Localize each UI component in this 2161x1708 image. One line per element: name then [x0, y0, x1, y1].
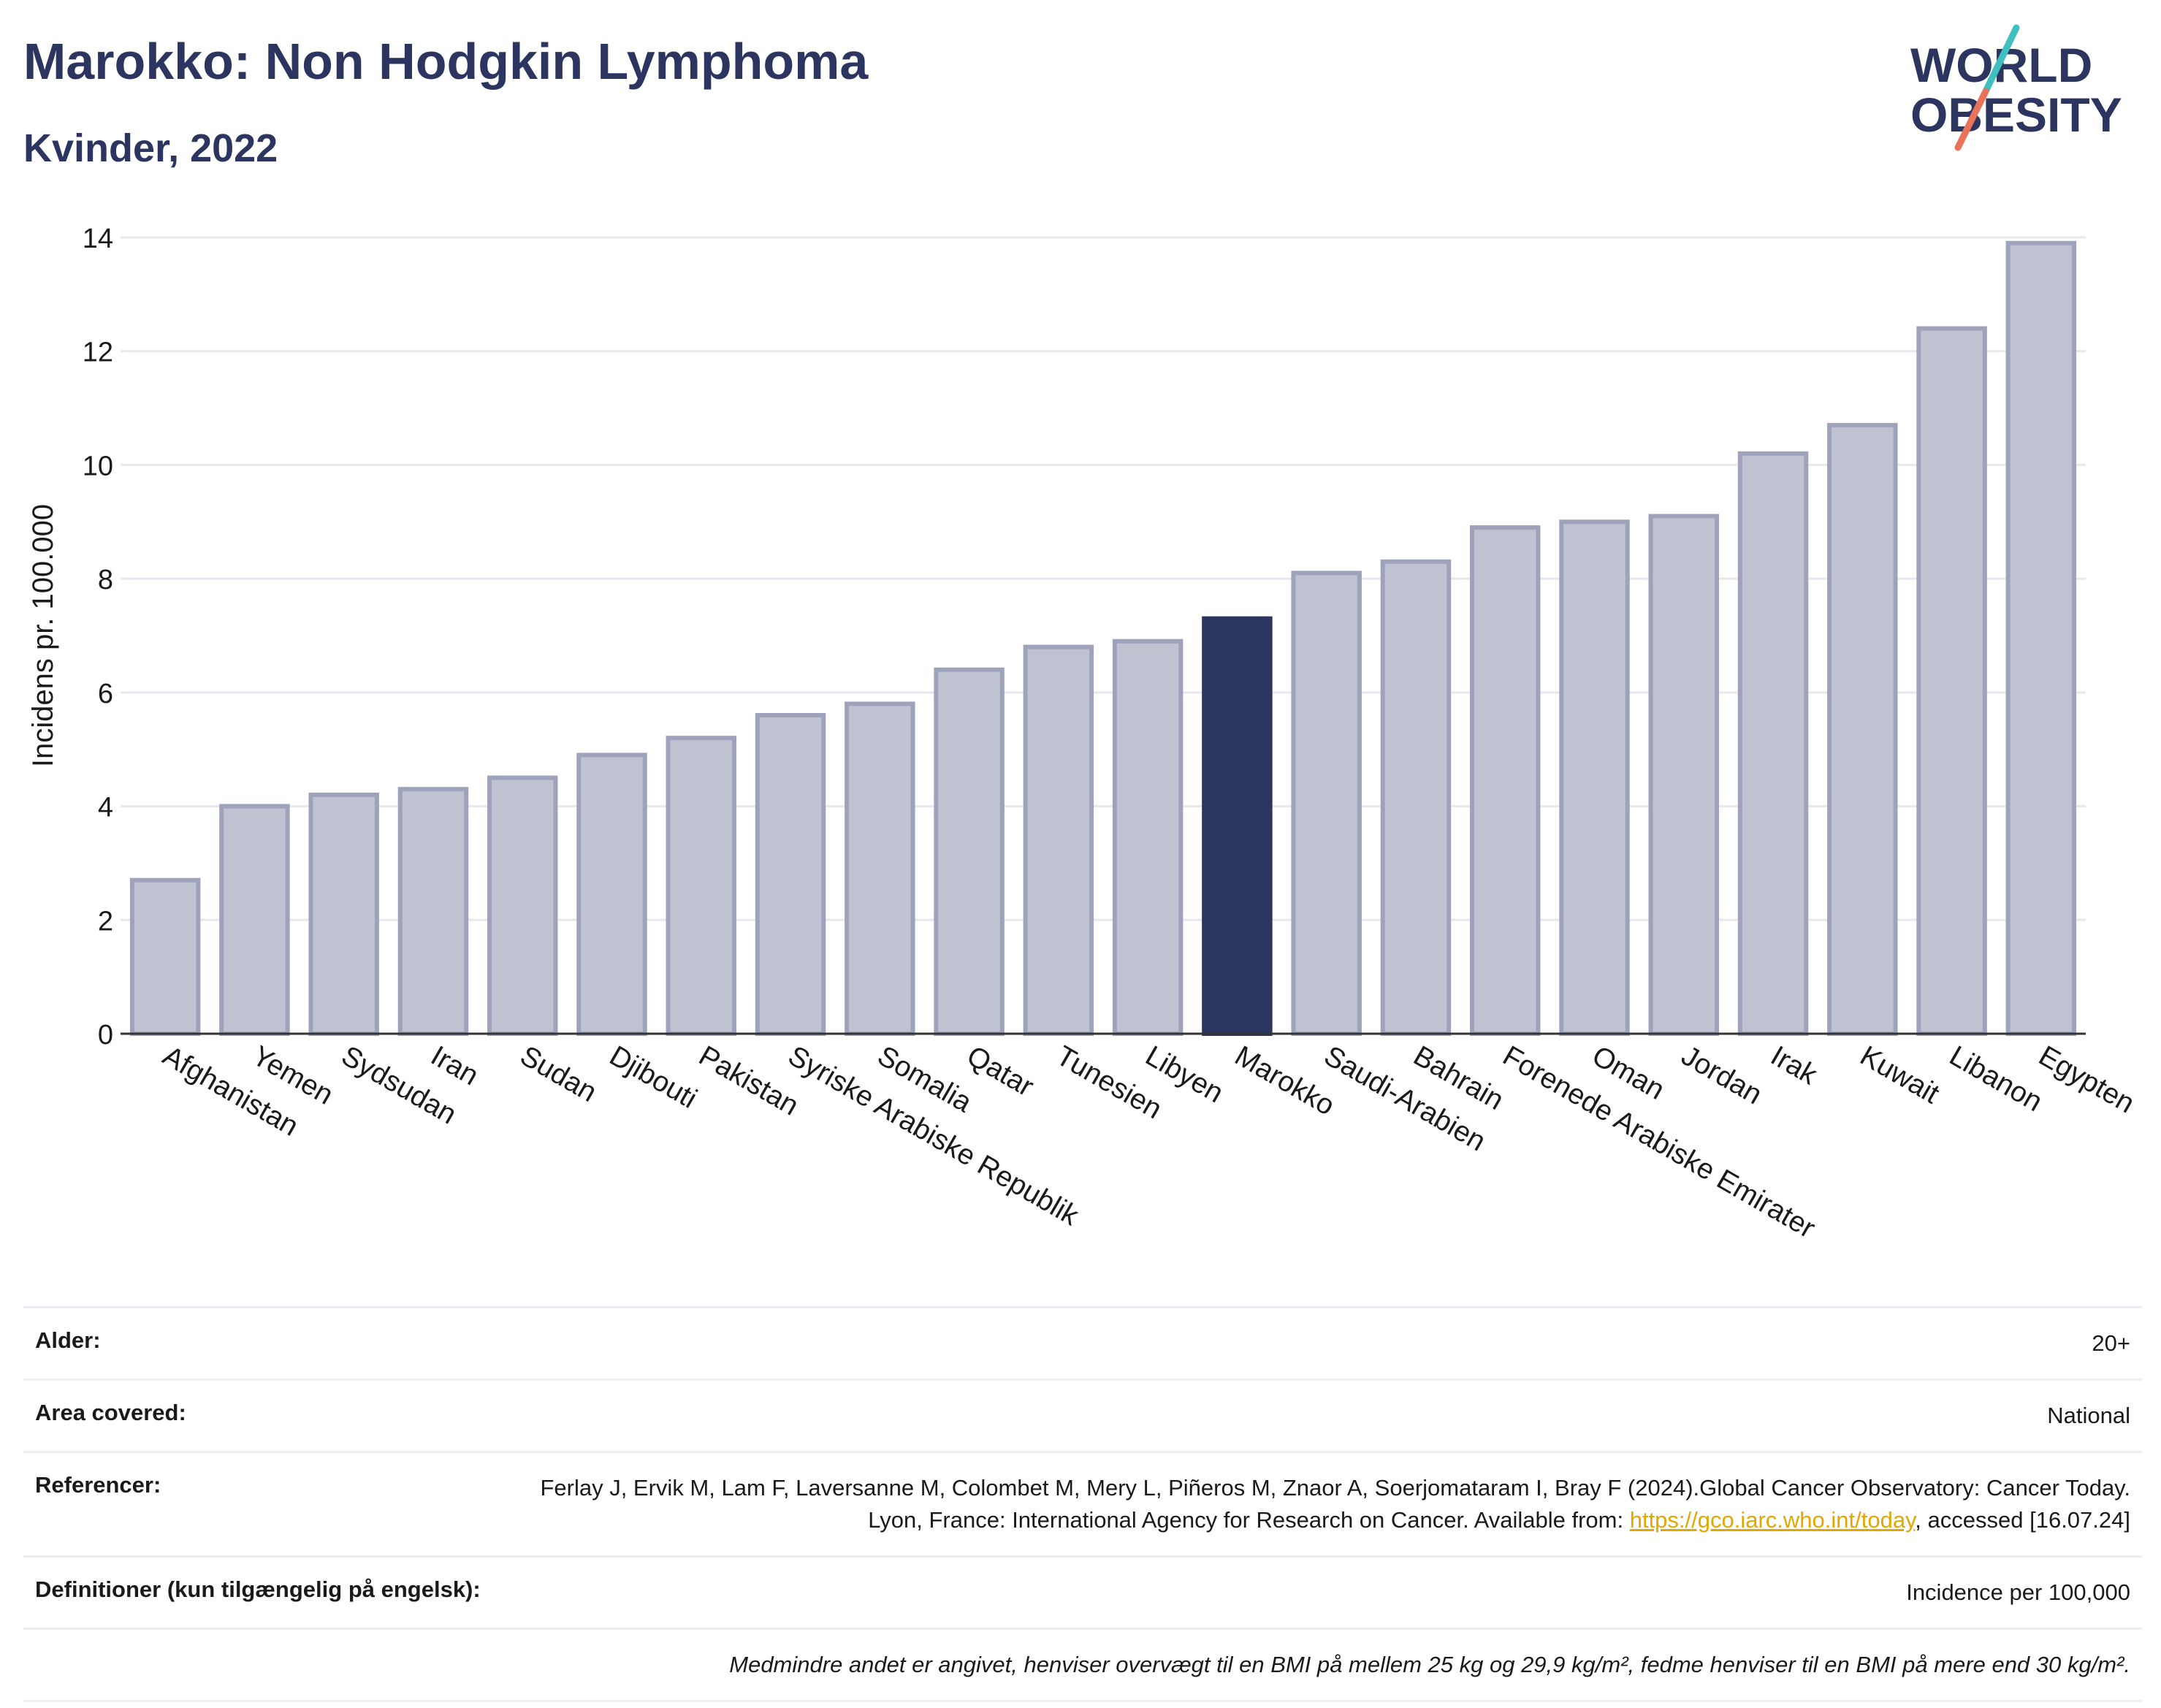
bar-somalia	[845, 701, 915, 1037]
bar-saudi-arabien	[1291, 571, 1362, 1036]
bar-tunesien	[1023, 644, 1094, 1036]
references-link[interactable]: https://gco.iarc.who.int/today	[1629, 1507, 1916, 1533]
bar-bahrain	[1380, 559, 1452, 1036]
x-tick-label: Libanon	[1944, 1040, 2048, 1118]
definitions-value: Incidence per 100,000	[1906, 1579, 2130, 1605]
logo-slash-coral	[1954, 88, 1989, 151]
references-text: Ferlay J, Ervik M, Lam F, Laversanne M, …	[540, 1475, 2130, 1533]
y-axis-label: Incidens pr. 100.000	[27, 504, 59, 767]
age-value: 20+	[2092, 1330, 2130, 1356]
y-axis-ticks: 0 2 4 6 8 10 12 14	[83, 224, 113, 1051]
bar-syriske-arabiske-republik	[755, 713, 826, 1036]
bar-djibouti	[576, 752, 647, 1036]
y-tick-label: 12	[83, 338, 113, 368]
bar-forenede-arabiske-emirater	[1469, 525, 1541, 1037]
info-row-age: Alder: 20+	[23, 1306, 2142, 1379]
x-tick-label: Iran	[425, 1040, 484, 1092]
bar-yemen	[219, 804, 290, 1036]
y-tick-label: 8	[98, 565, 113, 595]
bar-marokko	[1202, 616, 1273, 1036]
bar-iran	[397, 787, 469, 1036]
logo-slash-teal	[1982, 24, 2020, 95]
x-tick-label: Egypten	[2033, 1040, 2139, 1120]
info-row-note: Medmindre andet er angivet, henviser ove…	[23, 1628, 2142, 1702]
references-tail: , accessed [16.07.24]	[1915, 1507, 2130, 1533]
chart-subtitle: Kvinder, 2022	[23, 126, 278, 170]
bar-libyen	[1112, 638, 1184, 1036]
bar-egypten	[2005, 240, 2077, 1036]
bar-pakistan	[666, 736, 737, 1037]
x-tick-label: Kuwait	[1855, 1040, 1945, 1110]
logo-line2: OBESITY	[1910, 88, 2122, 142]
info-row-area: Area covered: National	[23, 1379, 2142, 1451]
info-table: Alder: 20+ Area covered: National Refere…	[23, 1306, 2142, 1702]
x-tick-label: Sudan	[515, 1040, 602, 1109]
bar-irak	[1737, 451, 1809, 1037]
y-tick-label: 2	[98, 906, 113, 937]
chart-title: Marokko: Non Hodgkin Lymphoma	[23, 33, 869, 90]
bmi-note: Medmindre andet er angivet, henviser ove…	[729, 1652, 2130, 1677]
age-label: Alder:	[35, 1327, 101, 1353]
x-tick-label: Jordan	[1676, 1040, 1767, 1111]
bar-qatar	[934, 667, 1005, 1036]
y-tick-label: 6	[98, 679, 113, 709]
y-tick-label: 14	[83, 224, 113, 254]
bar-jordan	[1648, 514, 1720, 1036]
x-tick-label: Djibouti	[604, 1040, 702, 1115]
bar-libanon	[1916, 326, 1987, 1037]
bar-sudan	[487, 775, 558, 1037]
x-tick-label: Marokko	[1230, 1040, 1340, 1122]
area-value: National	[2047, 1403, 2130, 1428]
y-tick-label: 0	[98, 1020, 113, 1051]
info-row-references: Referencer: Ferlay J, Ervik M, Lam F, La…	[23, 1451, 2142, 1555]
bar-kuwait	[1827, 422, 1898, 1036]
bar-oman	[1559, 519, 1630, 1036]
y-tick-label: 10	[83, 451, 113, 481]
references-label: Referencer:	[35, 1472, 161, 1498]
x-tick-label: Pakistan	[693, 1040, 804, 1122]
world-obesity-logo: WORLD OBESITY	[1910, 24, 2122, 151]
y-tick-label: 4	[98, 793, 113, 823]
bar-afghanistan	[129, 877, 201, 1036]
bar-sydsudan	[308, 793, 379, 1036]
definitions-label: Definitioner (kun tilgængelig på engelsk…	[35, 1577, 481, 1602]
info-row-definitions: Definitioner (kun tilgængelig på engelsk…	[23, 1555, 2142, 1628]
x-tick-label: Irak	[1766, 1040, 1823, 1091]
area-label: Area covered:	[35, 1400, 186, 1425]
bars	[129, 240, 2077, 1037]
references-value: Ferlay J, Ervik M, Lam F, Laversanne M, …	[487, 1472, 2130, 1536]
